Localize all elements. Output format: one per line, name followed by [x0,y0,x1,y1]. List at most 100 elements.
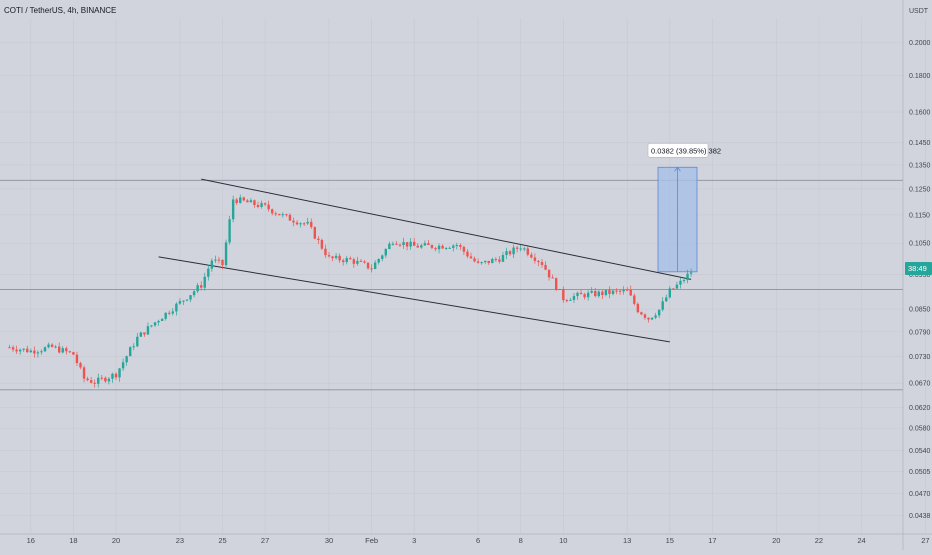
candle-down [278,213,281,216]
candle-up [189,295,192,300]
price-range-measure[interactable] [657,166,698,273]
time-axis[interactable]: 16 18 20 23 25 27 30 Feb 3 6 8 10 13 15 17 20 22 24 27 [0,533,932,545]
candle-up [484,260,487,263]
price-axis[interactable]: 0.2000 0.1800 0.1600 0.1450 0.1350 0.1250 0.11… [902,0,931,550]
candle-down [441,245,444,249]
candle-up [334,255,338,259]
measure-label: 0.0382 (39.85%) 382 [651,146,721,155]
candle-up [231,199,235,220]
candle-down [313,227,316,239]
candle-up [47,344,50,348]
candle-down [58,346,61,353]
candle-up [512,247,515,255]
time-tick-label: 15 [666,536,674,545]
price-tick-label: 0.0438 [909,513,931,520]
time-tick-label: 27 [261,536,269,545]
candle-up [402,242,405,246]
candle-down [540,262,544,265]
candle-down [246,200,249,203]
price-tick-label: 0.0850 [909,307,931,314]
candle-up [132,346,135,348]
candle-down [79,363,82,368]
candle-down [217,259,221,261]
candle-up [675,284,679,289]
candle-down [626,289,629,291]
price-tick-label: 0.0505 [909,469,931,476]
candle-down [288,214,292,221]
candle-up [157,320,160,323]
candle-up [281,214,285,216]
price-tick-label: 0.1800 [909,73,931,80]
candle-down [235,199,238,203]
candle-up [150,325,153,327]
candle-up [61,348,64,353]
candle-down [72,352,75,355]
channel-trendlines [158,178,692,343]
candle-up [260,203,263,207]
candle-up [437,245,441,250]
candle-up [40,351,43,353]
candle-down [405,242,409,247]
candle-down [530,254,533,258]
candle-up [448,247,451,249]
time-tick-label: 13 [623,536,631,545]
candle-up [299,223,302,225]
candle-down [292,220,295,223]
candle-down [636,303,640,313]
candle-down [466,251,469,257]
candle-down [26,348,29,353]
candle-down [583,294,586,298]
candle-up [139,332,143,337]
candle-up [43,347,47,352]
candle-up [590,290,593,293]
price-tick-label: 0.1250 [909,186,931,193]
candle-down [462,246,466,252]
candle-down [75,354,79,364]
price-tick-label: 0.0950 [909,272,931,279]
price-tick-label: 0.0730 [909,354,931,361]
candle-down [68,351,72,353]
time-tick-label: 25 [218,536,226,545]
candle-down [487,260,490,264]
candle-up [125,356,128,363]
candle-up [388,243,391,250]
time-tick-label: 8 [519,536,523,545]
candle-up [452,245,455,248]
candle-down [285,214,288,216]
candle-up [164,312,167,319]
candle-up [384,249,387,256]
candle-down [579,292,583,295]
candle-down [271,209,274,214]
candle-down [256,205,260,207]
candle-up [686,273,689,281]
candle-down [33,350,36,354]
price-tick-label: 0.0620 [909,405,931,412]
candle-down [547,269,551,278]
candle-up [491,258,494,264]
candle-down [469,256,473,259]
candle-up [18,349,22,352]
candle-down [89,380,93,383]
price-tick-label: 0.0470 [909,491,931,498]
candle-up [657,309,661,316]
candle-down [533,257,537,261]
candle-up [22,348,25,350]
candle-up [444,247,448,249]
candle-up [136,336,139,347]
price-tick-label: 0.0790 [909,329,931,336]
candle-up [409,241,412,247]
channel-trendline [201,178,692,280]
symbol-title: COTI / TetherUS, 4h, BINANCE [4,6,116,15]
candle-up [682,280,686,282]
candle-down [508,251,512,255]
candle-up [97,377,100,384]
candle-up [381,255,384,259]
candle-up [505,251,508,256]
candle-down [11,347,15,350]
candle-down [562,288,565,301]
candle-down [594,290,597,297]
candle-down [295,222,299,225]
